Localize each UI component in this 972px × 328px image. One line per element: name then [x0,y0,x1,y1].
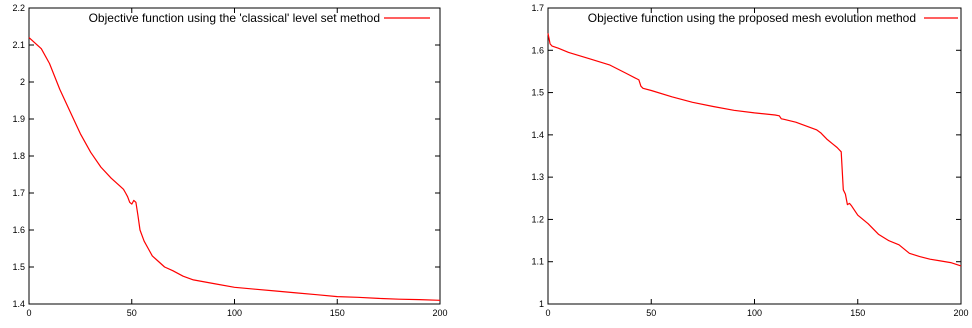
x-tick-label: 150 [850,308,865,318]
y-tick-label: 1.6 [531,45,544,55]
y-tick-label: 1.9 [12,114,25,124]
x-tick-label: 100 [747,308,762,318]
y-tick-label: 1.1 [531,257,544,267]
y-tick-label: 2.1 [12,40,25,50]
x-tick-label: 0 [545,308,550,318]
x-tick-label: 50 [127,308,137,318]
y-tick-label: 1.6 [12,225,25,235]
y-tick-label: 1.8 [12,151,25,161]
y-tick-label: 1.3 [531,172,544,182]
y-tick-label: 1.5 [531,88,544,98]
legend-label: Objective function using the 'classical'… [89,11,380,25]
chart-2: 0 50 100 150 200 1 1.1 1.2 1.3 1.4 1.5 1.6 1.7 Object… [531,3,968,318]
chart-1: 0 50 100 150 200 1.4 1.5 1.6 1.7 1.8 1.9 2 2.1 2.2 Obj… [12,3,447,318]
plot-frame [547,7,962,305]
y-tick-label: 1.2 [531,214,544,224]
y-tick-label: 1.4 [531,130,544,140]
x-tick-label: 200 [432,308,447,318]
x-tick-label: 50 [646,308,656,318]
series-line [547,33,962,267]
y-tick-label: 1.7 [531,3,544,13]
series-line [28,37,441,301]
legend-label: Objective function using the proposed me… [588,11,916,25]
plot-frame [28,7,441,305]
y-tick-label: 1.5 [12,262,25,272]
x-tick-label: 150 [330,308,345,318]
y-tick-label: 1 [539,299,544,309]
y-tick-label: 1.7 [12,188,25,198]
y-tick-label: 2 [20,77,25,87]
y-tick-label: 1.4 [12,299,25,309]
x-tick-label: 200 [953,308,968,318]
x-tick-label: 100 [227,308,242,318]
x-tick-label: 0 [26,308,31,318]
y-tick-label: 2.2 [12,3,25,13]
